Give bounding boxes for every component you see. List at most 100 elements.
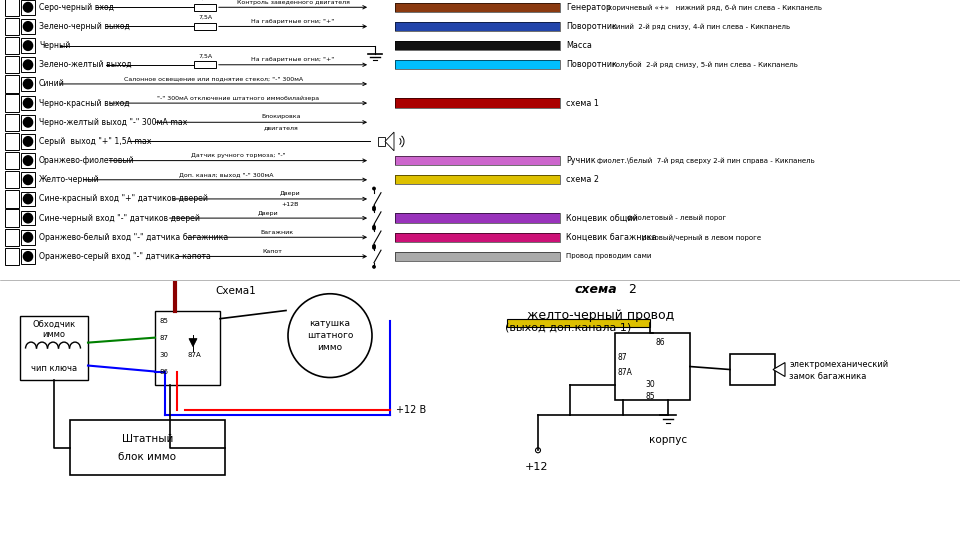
Text: "-" 300мА отключение штатного иммобилайзера: "-" 300мА отключение штатного иммобилайз… [157,96,320,100]
Bar [395,252,560,261]
Text: схема: схема [575,283,617,296]
Bar [21,77,35,91]
Circle shape [288,294,372,377]
Text: Оранжево-белый вход "-" датчика багажника: Оранжево-белый вход "-" датчика багажник… [39,233,228,242]
Bar [5,248,19,265]
Circle shape [23,60,33,70]
Text: 86: 86 [655,338,664,347]
Text: 85: 85 [159,318,168,323]
Text: Масса: Масса [566,41,592,50]
Text: Концевик багажника: Концевик багажника [566,233,657,242]
Bar [21,153,35,168]
Bar [194,61,216,69]
Text: 7,5А: 7,5А [198,15,212,20]
Circle shape [23,79,33,89]
Bar [395,41,560,50]
Text: 87: 87 [618,353,628,362]
Text: Оранжево-серый вход "-" датчика капота: Оранжево-серый вход "-" датчика капота [39,252,211,261]
Bar [507,319,650,327]
Bar [5,94,19,112]
Text: штатного: штатного [307,331,353,340]
Text: Двери: Двери [258,211,278,215]
Bar [395,175,560,185]
Circle shape [23,3,33,12]
Bar [21,172,35,187]
Text: Блокировка: Блокировка [261,114,301,119]
Circle shape [372,246,375,249]
Text: 85: 85 [645,392,655,401]
Bar [5,210,19,227]
Bar [21,0,35,15]
Circle shape [23,252,33,261]
Text: Черный: Черный [39,41,70,50]
Circle shape [372,226,375,228]
Text: Багажник: Багажник [261,230,294,235]
Text: иммо: иммо [318,343,343,352]
Bar [5,37,19,54]
Bar [615,333,690,401]
Text: Датчик ручного тормоза; "-": Датчик ручного тормоза; "-" [191,153,285,158]
Circle shape [23,22,33,31]
Bar [730,354,775,386]
Text: 2: 2 [628,283,636,296]
Text: Концевик общий: Концевик общий [566,214,637,222]
Circle shape [372,227,375,230]
Text: Доп. канал; выход "-" 300мА: Доп. канал; выход "-" 300мА [179,172,273,177]
FancyBboxPatch shape [378,137,385,146]
Bar [194,4,216,11]
Text: Черно-красный выход: Черно-красный выход [39,99,130,107]
Text: коричневый «+»   нижний ряд, 6-й пин слева - Кикпанель: коричневый «+» нижний ряд, 6-й пин слева… [609,4,822,10]
Bar [5,113,19,131]
Text: Двери: Двери [280,191,300,196]
Circle shape [372,187,375,190]
Circle shape [372,206,375,209]
Text: двигателя: двигателя [264,125,299,130]
Text: 30: 30 [159,352,168,357]
Circle shape [372,266,375,268]
Bar [395,156,560,165]
Text: 87А: 87А [188,352,202,357]
Text: голубой  2-й ряд снизу, 5-й пин слева - Кикпанель: голубой 2-й ряд снизу, 5-й пин слева - К… [612,62,798,68]
Text: Желто-черный: Желто-черный [39,176,100,184]
Polygon shape [773,362,785,376]
Bar [395,233,560,242]
Text: схема 1: схема 1 [566,99,599,107]
Circle shape [536,448,540,453]
Text: 7,5А: 7,5А [198,0,212,1]
Text: 30: 30 [645,380,655,389]
Circle shape [23,41,33,50]
Bar [395,98,560,108]
Text: Штатный: Штатный [122,434,173,444]
Text: +12В: +12В [281,202,299,207]
Text: 87А: 87А [618,368,633,377]
Text: Сине-черный вход "-" датчиков дверей: Сине-черный вход "-" датчиков дверей [39,214,200,222]
Bar [395,22,560,31]
Bar [395,175,560,185]
Text: Зелено-желтый выход: Зелено-желтый выход [39,60,132,69]
Bar [21,211,35,225]
Text: Ручник: Ручник [566,156,595,165]
Bar [395,156,560,165]
Text: Серый  выход "+" 1,5А max: Серый выход "+" 1,5А max [39,137,152,146]
Bar [70,420,225,475]
Bar [21,19,35,33]
Text: Схема1: Схема1 [215,286,255,296]
Text: Контроль заведенного двигателя: Контроль заведенного двигателя [236,0,349,5]
Bar [395,213,560,223]
Bar [395,60,560,70]
Bar [155,310,220,386]
Text: На габаритные огни; "+": На габаритные огни; "+" [252,19,335,24]
Circle shape [23,137,33,146]
Text: Салонное освещение или поднятие стекол; "-" 300мА: Салонное освещение или поднятие стекол; … [124,76,303,82]
Text: Провод проводим сами: Провод проводим сами [566,253,652,259]
Bar [21,57,35,72]
Circle shape [372,245,375,247]
Text: синий  2-й ряд снизу, 4-й пин слева - Кикпанель: синий 2-й ряд снизу, 4-й пин слева - Кик… [612,23,790,30]
Bar [395,3,560,12]
Text: схема 2: схема 2 [566,176,599,184]
Bar [21,38,35,53]
Bar [21,115,35,130]
Text: +12 В: +12 В [396,406,426,415]
Text: +12: +12 [525,462,548,472]
Circle shape [372,208,375,211]
